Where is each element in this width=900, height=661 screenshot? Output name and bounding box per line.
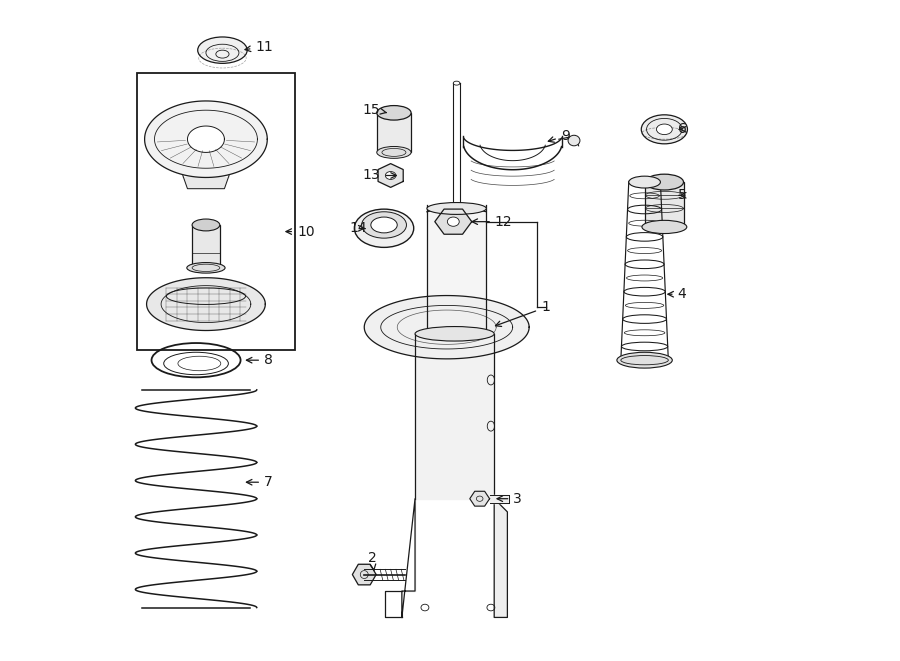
Text: 14: 14 — [350, 221, 367, 235]
Ellipse shape — [645, 174, 683, 190]
Ellipse shape — [656, 124, 672, 135]
Text: 12: 12 — [472, 215, 512, 229]
Polygon shape — [427, 205, 486, 330]
Polygon shape — [183, 175, 229, 188]
Text: 13: 13 — [363, 169, 396, 182]
Polygon shape — [435, 209, 472, 234]
Bar — [377, 113, 411, 153]
Ellipse shape — [642, 115, 688, 144]
Text: 4: 4 — [668, 288, 687, 301]
Polygon shape — [494, 498, 508, 617]
Text: 6: 6 — [678, 122, 687, 136]
Text: 2: 2 — [367, 551, 376, 570]
Ellipse shape — [642, 220, 687, 233]
Ellipse shape — [377, 106, 411, 120]
Ellipse shape — [616, 352, 672, 368]
Polygon shape — [378, 164, 403, 187]
Ellipse shape — [192, 219, 220, 231]
Text: 11: 11 — [245, 40, 274, 54]
Ellipse shape — [629, 176, 661, 188]
Polygon shape — [364, 295, 529, 359]
Bar — [192, 225, 220, 268]
Text: 15: 15 — [363, 102, 386, 116]
Polygon shape — [147, 278, 266, 330]
Ellipse shape — [187, 262, 225, 273]
Ellipse shape — [447, 217, 459, 226]
Ellipse shape — [377, 147, 411, 159]
Ellipse shape — [568, 136, 580, 146]
Polygon shape — [145, 101, 267, 177]
Ellipse shape — [164, 352, 229, 375]
Ellipse shape — [415, 327, 494, 341]
Ellipse shape — [362, 212, 407, 238]
Polygon shape — [415, 334, 494, 498]
Polygon shape — [353, 564, 376, 585]
Polygon shape — [187, 126, 224, 153]
Polygon shape — [401, 498, 415, 617]
Text: 10: 10 — [286, 225, 315, 239]
Text: 5: 5 — [678, 188, 687, 202]
Ellipse shape — [385, 172, 396, 179]
Bar — [137, 73, 295, 350]
Polygon shape — [470, 491, 490, 506]
Text: 3: 3 — [497, 492, 522, 506]
Text: 7: 7 — [247, 475, 273, 489]
Bar — [645, 182, 683, 227]
Ellipse shape — [454, 81, 460, 85]
Ellipse shape — [371, 217, 397, 233]
Polygon shape — [490, 494, 509, 502]
Text: 1: 1 — [496, 300, 550, 327]
Ellipse shape — [427, 202, 486, 214]
Text: 9: 9 — [548, 129, 570, 143]
Ellipse shape — [198, 37, 248, 63]
Text: 8: 8 — [247, 353, 273, 367]
Ellipse shape — [355, 209, 414, 247]
